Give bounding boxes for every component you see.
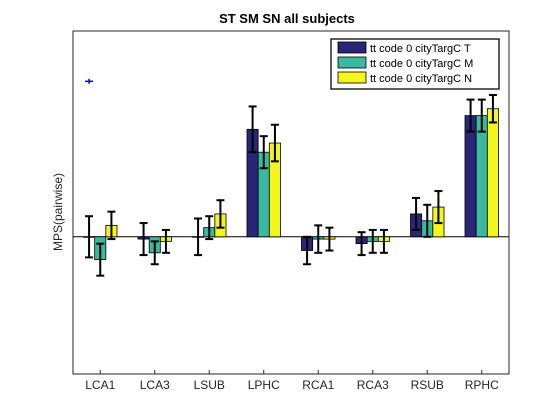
bar-rphc-s2 [475,115,488,238]
x-tick-label-rca1: RCA1 [302,378,334,392]
axes-box [72,30,510,375]
legend: tt code 0 cityTargC T tt code 0 cityTargC… [330,38,500,90]
x-tick-label-rphc: RPHC [465,378,499,392]
x-tick-label-rsub: RSUB [411,378,444,392]
error-bars-group [85,94,497,277]
legend-label-3: tt code 0 cityTargC N [370,73,472,85]
legend-label-2: tt code 0 cityTargC M [370,58,473,70]
chart-title: ST SM SN all subjects [219,11,355,26]
legend-swatch-3 [337,71,367,84]
x-tick-label-lsub: LSUB [194,378,225,392]
bar-rphc-s1 [464,115,477,238]
legend-swatch-1 [337,41,367,54]
legend-label-1: tt code 0 cityTargC T [370,43,471,55]
x-ticks-group: LCA1 LCA3 LSUB LPHC RCA1 RCA3 RSUB RPHC [85,370,499,392]
y-axis-label: MPS(pairwise) [51,173,65,251]
x-tick-label-lca1: LCA1 [85,378,115,392]
x-tick-label-lca3: LCA3 [140,378,170,392]
x-tick-label-lphc: LPHC [248,378,280,392]
x-tick-label-rca3: RCA3 [357,378,389,392]
markers-group [85,78,94,84]
bar-rphc-s3 [486,108,499,238]
legend-swatch-2 [337,56,367,69]
